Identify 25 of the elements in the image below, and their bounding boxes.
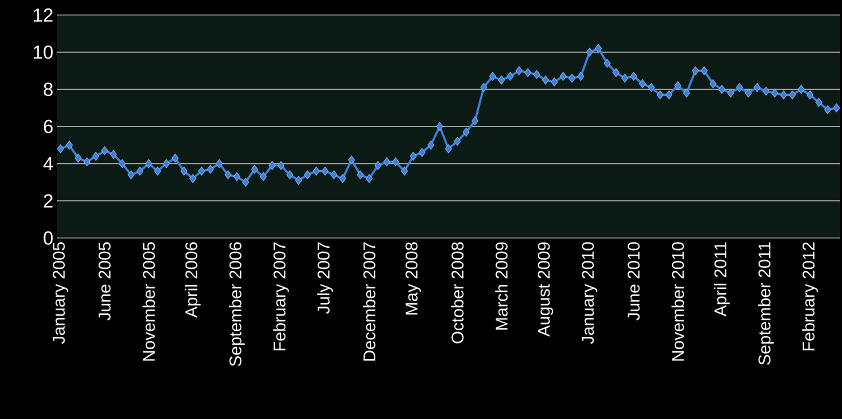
x-tick-label: November 2005 — [142, 242, 155, 361]
y-tick-label: 0 — [44, 231, 53, 245]
x-tick-label: March 2009 — [495, 242, 508, 330]
y-tick-label: 12 — [34, 8, 53, 22]
x-tick-label: January 2005 — [52, 242, 68, 344]
x-tick-label: May 2008 — [406, 242, 421, 315]
x-tick-label: January 2010 — [582, 242, 598, 344]
x-tick-label: November 2010 — [672, 242, 684, 361]
x-tick-label: October 2008 — [451, 242, 464, 344]
y-tick-label: 2 — [44, 194, 53, 208]
x-tick-label: February 2012 — [802, 242, 818, 350]
x-tick-label: April 2011 — [714, 242, 730, 316]
x-tick-label: April 2006 — [184, 242, 201, 318]
y-tick-label: 4 — [43, 157, 53, 170]
x-tick-label: June 2005 — [98, 242, 111, 320]
y-tick-label: 8 — [44, 82, 53, 96]
x-tick-label: July 2007 — [317, 242, 333, 314]
x-tick-label: September 2006 — [228, 242, 245, 366]
x-tick-label: September 2011 — [758, 242, 774, 365]
x-tick-label: August 2009 — [538, 242, 554, 337]
y-tick-label: 10 — [34, 45, 53, 59]
x-tick-label: February 2007 — [273, 242, 289, 350]
x-tick-label: June 2010 — [628, 242, 640, 320]
x-tick-label: December 2007 — [362, 242, 376, 361]
y-tick-label: 6 — [44, 120, 53, 134]
